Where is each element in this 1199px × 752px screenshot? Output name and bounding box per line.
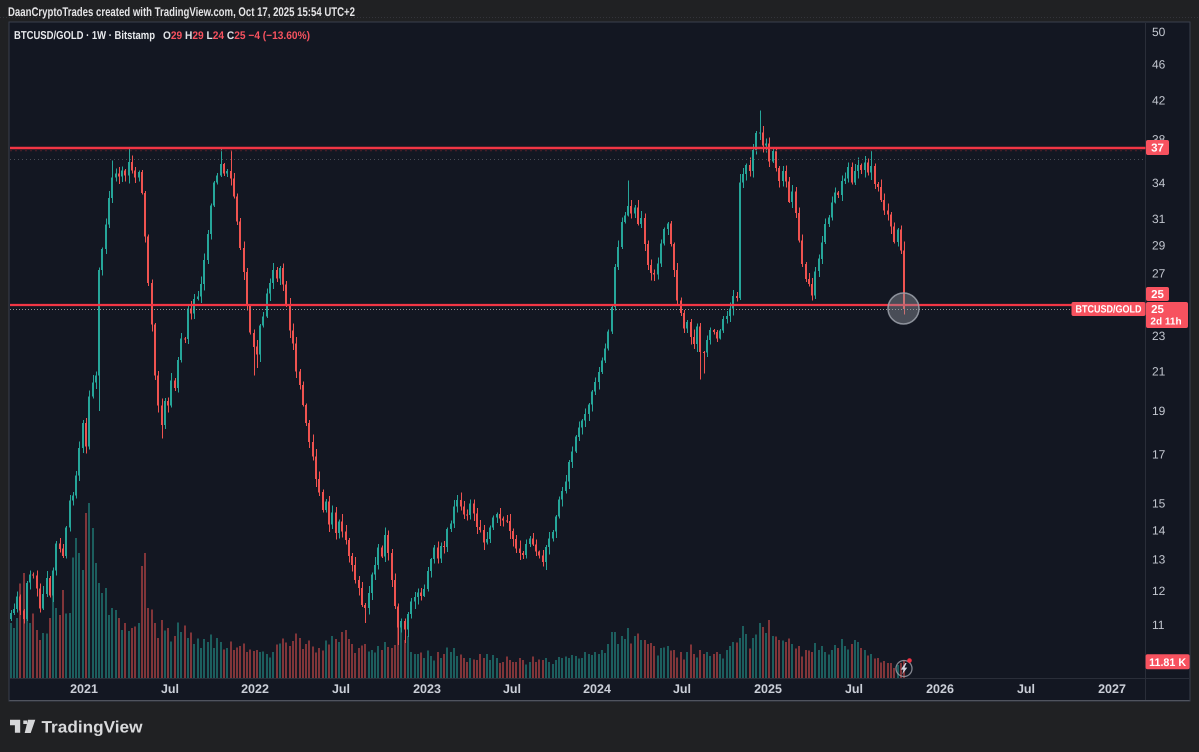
svg-text:Jul: Jul: [503, 682, 521, 696]
svg-text:17: 17: [1152, 448, 1166, 462]
svg-text:23: 23: [1152, 329, 1166, 343]
svg-text:37: 37: [1151, 143, 1164, 155]
svg-text:50: 50: [1152, 25, 1166, 39]
svg-text:46: 46: [1152, 58, 1166, 72]
svg-text:TradingView: TradingView: [42, 719, 143, 737]
svg-text:11.81 K: 11.81 K: [1149, 657, 1186, 669]
svg-text:2022: 2022: [241, 682, 269, 696]
svg-text:BTCUSD/GOLD: BTCUSD/GOLD: [1076, 304, 1142, 316]
svg-text:19: 19: [1152, 404, 1166, 418]
svg-text:25: 25: [1151, 304, 1164, 316]
svg-text:2024: 2024: [583, 682, 611, 696]
svg-text:2027: 2027: [1098, 682, 1126, 696]
svg-text:Jul: Jul: [161, 682, 179, 696]
svg-text:Jul: Jul: [332, 682, 350, 696]
svg-text:2026: 2026: [926, 682, 954, 696]
svg-text:14: 14: [1152, 524, 1166, 538]
svg-text:25: 25: [1151, 289, 1164, 301]
svg-text:27: 27: [1152, 266, 1166, 280]
svg-text:34: 34: [1152, 176, 1166, 190]
svg-text:2023: 2023: [413, 682, 441, 696]
svg-text:Jul: Jul: [845, 682, 863, 696]
svg-text:DaanCryptoTrades created with: DaanCryptoTrades created with TradingVie…: [8, 5, 355, 19]
svg-text:Jul: Jul: [1017, 682, 1035, 696]
svg-text:21: 21: [1152, 365, 1166, 379]
svg-text:31: 31: [1152, 212, 1166, 226]
svg-text:13: 13: [1152, 553, 1166, 567]
svg-text:15: 15: [1152, 497, 1166, 511]
svg-text:O29 H29 L24 C25 −4 (−13.60%): O29 H29 L24 C25 −4 (−13.60%): [163, 30, 310, 42]
svg-text:Jul: Jul: [673, 682, 691, 696]
svg-text:BTCUSD/GOLD · 1W · Bitstamp: BTCUSD/GOLD · 1W · Bitstamp: [14, 30, 155, 42]
svg-text:2021: 2021: [70, 682, 98, 696]
svg-text:2025: 2025: [754, 682, 782, 696]
svg-text:2d 11h: 2d 11h: [1150, 317, 1181, 328]
svg-text:11: 11: [1152, 618, 1165, 632]
svg-text:42: 42: [1152, 93, 1166, 107]
svg-text:12: 12: [1152, 584, 1166, 598]
svg-text:29: 29: [1152, 238, 1166, 252]
